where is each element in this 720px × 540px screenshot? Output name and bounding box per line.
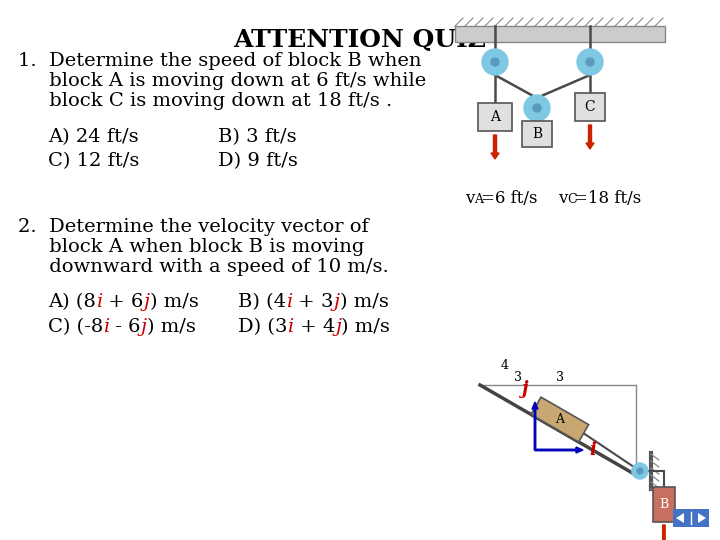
Circle shape xyxy=(533,104,541,112)
Bar xyxy=(653,487,675,522)
Text: ) m/s: ) m/s xyxy=(341,318,390,336)
Text: C: C xyxy=(585,100,595,114)
Bar xyxy=(673,509,709,527)
Circle shape xyxy=(637,468,643,474)
Text: i: i xyxy=(287,318,294,336)
FancyArrow shape xyxy=(586,125,594,149)
Text: + 6: + 6 xyxy=(102,293,143,311)
Text: 4: 4 xyxy=(501,359,509,372)
Text: j: j xyxy=(522,380,528,398)
Text: i: i xyxy=(589,441,596,459)
Text: C) (-8: C) (-8 xyxy=(48,318,103,336)
Polygon shape xyxy=(531,397,589,442)
Text: + 4: + 4 xyxy=(294,318,335,336)
Text: A) (8: A) (8 xyxy=(48,293,96,311)
Text: B) 3 ft/s: B) 3 ft/s xyxy=(218,128,297,146)
Text: ) m/s: ) m/s xyxy=(150,293,199,311)
FancyArrow shape xyxy=(660,525,667,540)
Text: block A when block B is moving: block A when block B is moving xyxy=(18,238,364,256)
Bar xyxy=(478,103,512,131)
Text: - 6: - 6 xyxy=(109,318,141,336)
Bar xyxy=(575,93,605,121)
Text: 2.  Determine the velocity vector of: 2. Determine the velocity vector of xyxy=(18,218,369,236)
Polygon shape xyxy=(698,513,706,523)
Polygon shape xyxy=(676,513,684,523)
Text: ) m/s: ) m/s xyxy=(147,318,196,336)
Circle shape xyxy=(482,49,508,75)
Text: ) m/s: ) m/s xyxy=(340,293,389,311)
Text: A: A xyxy=(555,413,564,426)
Circle shape xyxy=(632,463,648,479)
Circle shape xyxy=(586,58,594,66)
Text: C: C xyxy=(567,193,577,206)
Text: B) (4: B) (4 xyxy=(238,293,286,311)
Text: block A is moving down at 6 ft/s while: block A is moving down at 6 ft/s while xyxy=(18,72,426,90)
Text: v: v xyxy=(465,190,474,207)
Text: j: j xyxy=(141,318,147,336)
Text: C) 12 ft/s: C) 12 ft/s xyxy=(48,152,140,170)
Text: 3: 3 xyxy=(556,371,564,384)
Text: i: i xyxy=(103,318,109,336)
Text: v: v xyxy=(558,190,567,207)
Text: j: j xyxy=(334,293,340,311)
Text: =6 ft/s: =6 ft/s xyxy=(481,190,538,207)
Text: D) 9 ft/s: D) 9 ft/s xyxy=(218,152,298,170)
Text: + 3: + 3 xyxy=(292,293,334,311)
Circle shape xyxy=(577,49,603,75)
Text: block C is moving down at 18 ft/s .: block C is moving down at 18 ft/s . xyxy=(18,92,392,110)
Text: j: j xyxy=(335,318,341,336)
Text: B: B xyxy=(660,498,668,511)
Bar xyxy=(522,121,552,147)
Text: B: B xyxy=(532,127,542,141)
Circle shape xyxy=(491,58,499,66)
Circle shape xyxy=(524,95,550,121)
Bar xyxy=(455,26,665,42)
Text: ATTENTION QUIZ: ATTENTION QUIZ xyxy=(233,28,487,52)
Text: i: i xyxy=(286,293,292,311)
Text: 3: 3 xyxy=(514,371,522,384)
Text: A: A xyxy=(474,193,483,206)
Text: D) (3: D) (3 xyxy=(238,318,287,336)
FancyArrow shape xyxy=(532,402,538,450)
Text: A: A xyxy=(490,110,500,124)
Text: i: i xyxy=(96,293,102,311)
Text: A) 24 ft/s: A) 24 ft/s xyxy=(48,128,139,146)
FancyArrow shape xyxy=(491,135,499,159)
Text: =18 ft/s: =18 ft/s xyxy=(574,190,642,207)
FancyArrow shape xyxy=(535,447,583,453)
Text: 1.  Determine the speed of block B when: 1. Determine the speed of block B when xyxy=(18,52,421,70)
Text: j: j xyxy=(143,293,150,311)
Text: downward with a speed of 10 m/s.: downward with a speed of 10 m/s. xyxy=(18,258,389,276)
